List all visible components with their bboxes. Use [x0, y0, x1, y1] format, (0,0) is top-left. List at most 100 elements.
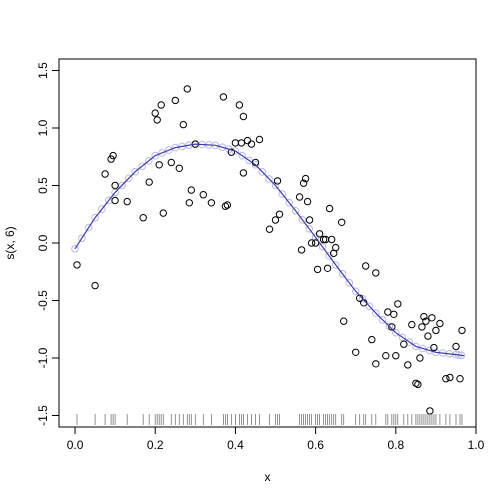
data-point	[107, 155, 115, 163]
y-axis-title: s(x, 6)	[3, 226, 17, 259]
data-point	[368, 335, 376, 344]
data-point	[305, 216, 314, 224]
data-point	[111, 196, 119, 205]
data-point	[424, 332, 432, 340]
fit-band-marker	[238, 151, 246, 160]
fit-band-marker	[151, 151, 159, 160]
fit-band-marker	[378, 316, 387, 324]
fit-band-marker	[231, 147, 240, 155]
fit-band-marker	[98, 205, 106, 213]
data-point	[171, 96, 180, 105]
data-point	[400, 340, 408, 348]
fit-band-marker	[358, 294, 367, 303]
x-axis-title: x	[265, 470, 271, 484]
data-point	[159, 209, 168, 217]
fit-band-marker	[305, 225, 314, 233]
fit-band-marker	[365, 302, 374, 311]
data-point	[227, 148, 236, 156]
fit-band-marker	[258, 168, 267, 176]
data-point	[372, 269, 380, 277]
data-point	[153, 116, 161, 124]
y-tick-label: 0.0	[36, 234, 50, 251]
data-point	[430, 343, 438, 352]
data-point	[458, 326, 466, 335]
data-point	[111, 181, 119, 190]
y-tick-label: 1.5	[36, 62, 50, 79]
data-point	[340, 317, 348, 325]
fit-band-marker	[84, 223, 93, 232]
fit-band-marker	[218, 143, 226, 151]
data-point	[416, 354, 424, 362]
data-point	[436, 319, 444, 328]
data-point	[187, 186, 196, 194]
data-point	[101, 170, 109, 178]
fit-band-marker	[158, 149, 166, 157]
x-tick-label: 0.2	[147, 438, 164, 452]
data-point	[207, 199, 216, 207]
data-point	[382, 352, 390, 360]
x-tick-label: 0.8	[387, 438, 404, 452]
y-tick-label: -1.0	[36, 347, 50, 368]
data-point	[432, 326, 440, 335]
x-tick-label: 0.0	[67, 438, 84, 452]
data-point	[167, 158, 176, 167]
data-point	[323, 264, 332, 272]
fit-band-marker	[318, 242, 327, 251]
data-point	[313, 265, 322, 274]
fit-band-marker	[298, 216, 307, 224]
y-axis: -1.5 -1.0 -0.5 0.0 0.5 1.0 1.5	[36, 62, 59, 426]
fit-band-marker	[131, 167, 139, 176]
fit-band-marker	[412, 342, 420, 351]
data-point	[145, 178, 153, 186]
data-point	[452, 342, 460, 351]
fit-band-marker	[285, 198, 294, 207]
data-point	[157, 101, 165, 109]
x-tick-label: 0.4	[227, 438, 244, 452]
fit-curve-layer	[74, 143, 465, 357]
fit-band-marker	[351, 287, 360, 296]
data-point	[275, 210, 284, 219]
data-point	[155, 161, 163, 169]
x-axis: 0.0 0.2 0.4 0.6 0.8 1.0	[67, 427, 485, 452]
data-point	[151, 109, 159, 117]
data-point	[428, 314, 436, 322]
data-point	[221, 202, 230, 210]
data-point	[109, 151, 117, 160]
data-point	[239, 112, 248, 121]
fit-band-marker	[91, 213, 99, 222]
data-point	[352, 348, 360, 356]
rug-layer	[76, 414, 463, 425]
data-points-layer	[73, 85, 466, 415]
data-point	[295, 193, 304, 201]
data-point	[420, 312, 428, 321]
fit-band-marker	[331, 261, 340, 269]
data-point	[319, 235, 328, 244]
y-tick-label: 1.0	[36, 119, 50, 136]
data-point	[273, 177, 282, 185]
fit-band-marker	[138, 162, 146, 170]
data-point	[223, 201, 232, 209]
data-point	[303, 197, 312, 206]
data-point	[307, 239, 316, 247]
data-point	[394, 300, 402, 308]
data-point	[265, 225, 274, 233]
data-point	[404, 361, 412, 369]
data-point	[446, 373, 454, 382]
data-point	[332, 243, 340, 252]
data-point	[456, 375, 464, 383]
data-point	[183, 85, 192, 93]
fit-band-marker	[265, 175, 273, 183]
fit-band-marker	[145, 157, 153, 165]
data-point	[175, 164, 184, 173]
data-point	[199, 191, 208, 199]
y-tick-label: 0.5	[36, 177, 50, 194]
data-point	[123, 197, 131, 206]
data-point	[392, 352, 400, 360]
data-point	[235, 101, 244, 109]
fit-band-marker	[392, 328, 400, 337]
x-tick-label: 1.0	[468, 438, 485, 452]
fit-band-marker	[372, 309, 380, 317]
data-point	[442, 375, 450, 383]
